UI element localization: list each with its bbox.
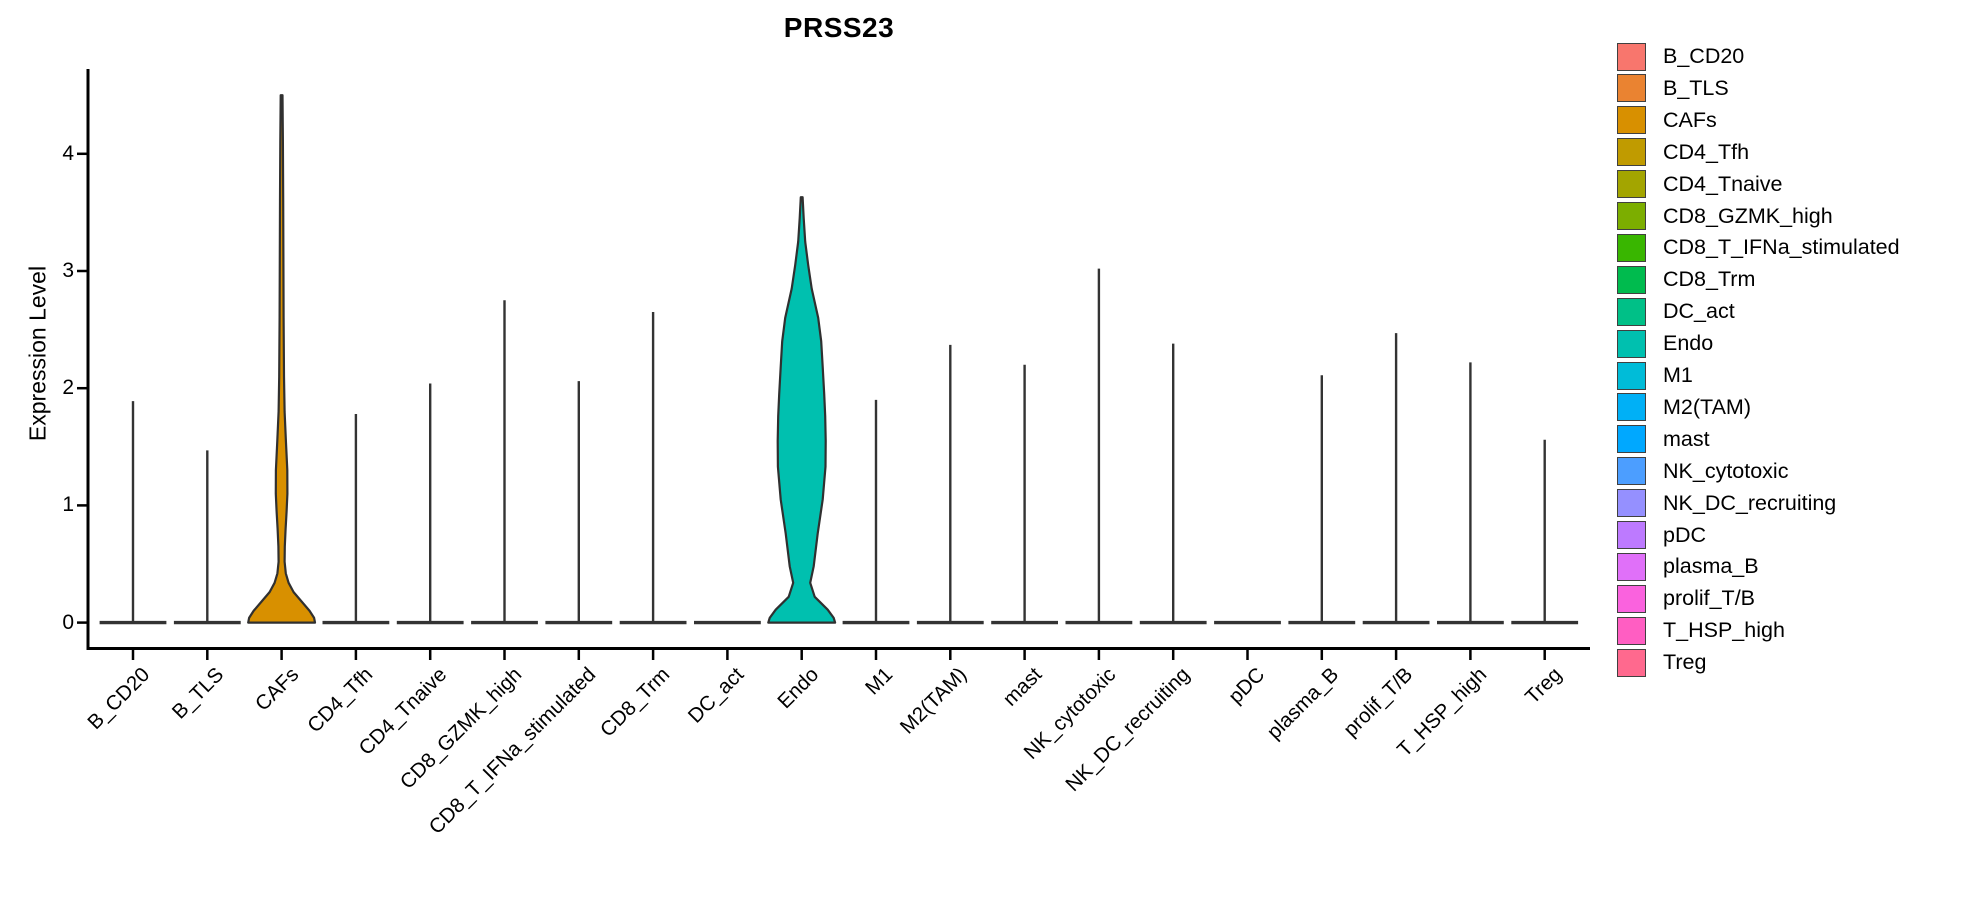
legend-row-B_CD20: B_CD20 bbox=[1617, 42, 1745, 71]
legend-label: CD8_Trm bbox=[1663, 267, 1756, 292]
legend-swatch-icon bbox=[1617, 170, 1646, 199]
y-tick-label: 0 bbox=[62, 610, 74, 634]
legend-label: CD4_Tfh bbox=[1663, 139, 1750, 164]
legend-swatch-icon bbox=[1617, 648, 1646, 677]
legend-swatch-icon bbox=[1617, 489, 1646, 518]
legend-label: M2(TAM) bbox=[1663, 394, 1751, 419]
chart-title: PRSS23 bbox=[783, 12, 895, 43]
legend-row-NK_cytotoxic: NK_cytotoxic bbox=[1617, 457, 1789, 486]
legend-swatch-icon bbox=[1617, 329, 1646, 358]
legend-label: Endo bbox=[1663, 331, 1714, 356]
legend-swatch-icon bbox=[1617, 552, 1646, 581]
legend-swatch-icon bbox=[1617, 297, 1646, 326]
legend-label: M1 bbox=[1663, 363, 1693, 387]
y-tick-label: 3 bbox=[62, 259, 74, 282]
legend-label: B_CD20 bbox=[1663, 44, 1745, 68]
legend-label: CD8_T_IFNa_stimulated bbox=[1663, 235, 1900, 260]
legend-swatch-icon bbox=[1617, 616, 1646, 645]
legend-row-CD8_Trm: CD8_Trm bbox=[1617, 265, 1756, 294]
legend-row-plasma_B: plasma_B bbox=[1617, 552, 1759, 581]
legend-row-prolif_T/B: prolif_T/B bbox=[1617, 584, 1756, 613]
legend-swatch-icon bbox=[1617, 393, 1646, 422]
legend-row-mast: mast bbox=[1617, 425, 1710, 454]
legend-row-CD4_Tfh: CD4_Tfh bbox=[1617, 138, 1750, 167]
legend-label: CD4_Tnaive bbox=[1663, 171, 1783, 196]
y-tick-label: 1 bbox=[62, 493, 74, 517]
legend-label: prolif_T/B bbox=[1663, 586, 1756, 611]
legend-row-M2(TAM): M2(TAM) bbox=[1617, 393, 1751, 422]
legend-row-Endo: Endo bbox=[1617, 329, 1714, 358]
legend-swatch-icon bbox=[1617, 74, 1646, 103]
legend-swatch-icon bbox=[1617, 202, 1646, 230]
legend-row-CD4_Tnaive: CD4_Tnaive bbox=[1617, 170, 1783, 199]
legend-label: NK_DC_recruiting bbox=[1663, 490, 1837, 515]
violin-CAFs bbox=[247, 94, 317, 624]
legend-swatch-icon bbox=[1617, 457, 1646, 486]
y-tick-label: 4 bbox=[62, 141, 74, 165]
legend-swatch-icon bbox=[1617, 138, 1646, 167]
legend-label: CD8_GZMK_high bbox=[1663, 203, 1833, 228]
legend-label: Treg bbox=[1663, 650, 1707, 675]
legend-row-B_TLS: B_TLS bbox=[1617, 74, 1729, 103]
y-tick-label: 2 bbox=[62, 376, 74, 400]
legend-label: DC_act bbox=[1663, 299, 1735, 324]
legend-row-CAFs: CAFs bbox=[1617, 106, 1717, 135]
legend-label: CAFs bbox=[1663, 107, 1717, 132]
legend-swatch-icon bbox=[1617, 42, 1646, 71]
legend-label: T_HSP_high bbox=[1663, 618, 1785, 643]
legend-row-DC_act: DC_act bbox=[1617, 297, 1735, 326]
legend-swatch-icon bbox=[1617, 265, 1646, 294]
legend-swatch-icon bbox=[1617, 233, 1646, 262]
legend-label: NK_cytotoxic bbox=[1663, 458, 1789, 483]
violin-Endo bbox=[767, 196, 837, 624]
legend-swatch-icon bbox=[1617, 361, 1646, 390]
legend-swatch-icon bbox=[1617, 425, 1646, 454]
legend-label: B_TLS bbox=[1663, 75, 1729, 100]
legend-row-NK_DC_recruiting: NK_DC_recruiting bbox=[1617, 489, 1837, 518]
legend-row-CD8_GZMK_high: CD8_GZMK_high bbox=[1617, 202, 1833, 230]
legend-label: plasma_B bbox=[1663, 554, 1759, 579]
legend-swatch-icon bbox=[1617, 584, 1646, 613]
legend-row-T_HSP_high: T_HSP_high bbox=[1617, 616, 1785, 645]
legend-row-M1: M1 bbox=[1617, 361, 1693, 390]
legend-label: mast bbox=[1663, 426, 1710, 451]
legend-row-CD8_T_IFNa_stimulated: CD8_T_IFNa_stimulated bbox=[1617, 233, 1900, 262]
legend-row-pDC: pDC bbox=[1617, 521, 1706, 549]
legend-label: pDC bbox=[1663, 522, 1707, 547]
legend-swatch-icon bbox=[1617, 521, 1646, 549]
legend-swatch-icon bbox=[1617, 106, 1646, 135]
legend-row-Treg: Treg bbox=[1617, 648, 1707, 677]
